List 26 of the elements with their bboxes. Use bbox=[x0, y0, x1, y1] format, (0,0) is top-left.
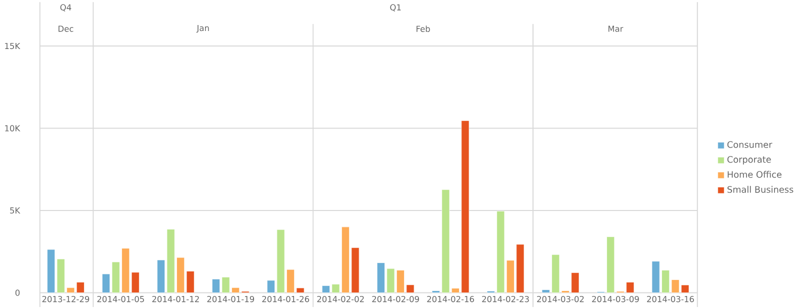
x-tick-label: 2014-01-05 bbox=[97, 296, 144, 302]
y-tick-label: 15K bbox=[5, 43, 20, 50]
annotation: Q4 bbox=[60, 4, 72, 12]
legend-label: Corporate bbox=[727, 156, 771, 165]
x-tick-label: 2014-02-23 bbox=[482, 296, 529, 302]
x-tick-label: 2014-03-09 bbox=[592, 296, 639, 302]
annotation: Mar bbox=[608, 26, 624, 32]
legend-label: Consumer bbox=[727, 141, 772, 148]
y-tick-label: 10K bbox=[5, 125, 20, 132]
annotation: Q1 bbox=[390, 4, 401, 12]
y-tick-label: 0 bbox=[15, 290, 20, 296]
x-tick-label: 2013-12-29 bbox=[42, 296, 90, 302]
x-tick-label: 2014-02-09 bbox=[372, 296, 419, 302]
x-tick-label: 2014-01-19 bbox=[207, 296, 254, 302]
annotation: Feb bbox=[416, 26, 430, 32]
x-tick-label: 2014-01-12 bbox=[152, 296, 199, 302]
x-tick-label: 2014-03-16 bbox=[647, 296, 694, 302]
annotation: Dec bbox=[58, 26, 74, 32]
x-tick-label: 2014-02-02 bbox=[317, 296, 364, 302]
legend-label: Small Business bbox=[727, 186, 794, 194]
legend-label: Home Office bbox=[728, 171, 782, 178]
y-tick-label: 5K bbox=[10, 208, 20, 214]
x-tick-label: 2014-03-02 bbox=[537, 296, 584, 302]
annotation: Jan bbox=[196, 25, 209, 33]
x-tick-label: 2014-01-26 bbox=[262, 296, 310, 302]
x-tick-label: 2014-02-16 bbox=[427, 296, 474, 302]
